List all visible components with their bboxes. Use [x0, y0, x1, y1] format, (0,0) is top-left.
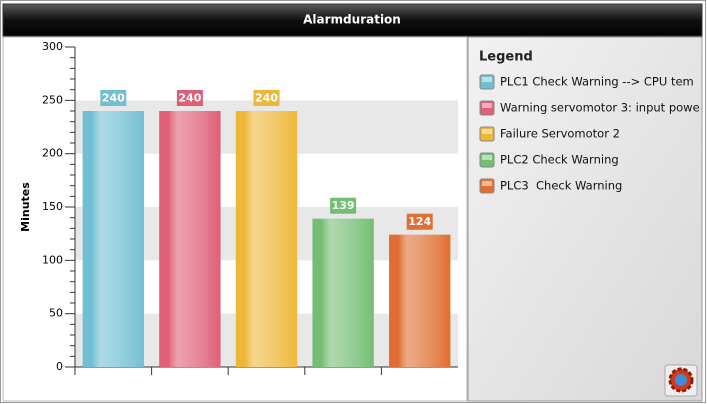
title-bar	[2, 3, 703, 37]
settings-icon[interactable]	[664, 364, 698, 397]
value-label: 240	[102, 92, 125, 105]
legend-label: PLC2 Check Warning	[500, 153, 619, 167]
y-tick-label: 150	[42, 200, 63, 213]
gear-center[interactable]	[675, 374, 687, 386]
value-label: 139	[332, 199, 355, 212]
value-label-box	[330, 197, 357, 214]
y-tick-label: 50	[49, 307, 63, 320]
value-label-box	[253, 90, 280, 106]
value-label-box	[176, 90, 203, 106]
y-tick-label: 300	[42, 40, 63, 53]
value-label-box	[406, 213, 433, 230]
y-tick-label: 0	[56, 360, 63, 373]
y-tick-label: 100	[42, 253, 63, 266]
bar-sheen	[235, 111, 298, 367]
y-axis-label: Minutes	[19, 182, 32, 232]
y-tick-label: 250	[42, 93, 63, 106]
bar-sheen	[159, 111, 221, 367]
legend-swatch-sheen	[482, 77, 492, 82]
chart-title: Alarmduration	[303, 13, 401, 27]
legend-swatch-sheen	[482, 181, 492, 186]
bar-sheen	[312, 218, 374, 367]
legend-panel	[467, 36, 703, 402]
y-tick-label: 200	[42, 147, 63, 160]
value-label: 240	[178, 92, 201, 105]
legend-swatch-sheen	[482, 155, 492, 160]
legend-label: PLC3 Check Warning	[500, 179, 622, 193]
legend-swatch-sheen	[482, 129, 492, 134]
legend-label: Warning servomotor 3: input powe	[500, 101, 700, 115]
legend-label: PLC1 Check Warning --> CPU tem	[500, 75, 694, 89]
value-label-box	[100, 90, 127, 106]
legend-label: Failure Servomotor 2	[500, 127, 620, 141]
legend-title: Legend	[479, 50, 533, 65]
legend-swatch-sheen	[482, 103, 492, 108]
value-label: 124	[408, 215, 431, 228]
bar-sheen	[82, 111, 144, 367]
value-label: 240	[255, 92, 278, 105]
bar-sheen	[389, 234, 451, 367]
